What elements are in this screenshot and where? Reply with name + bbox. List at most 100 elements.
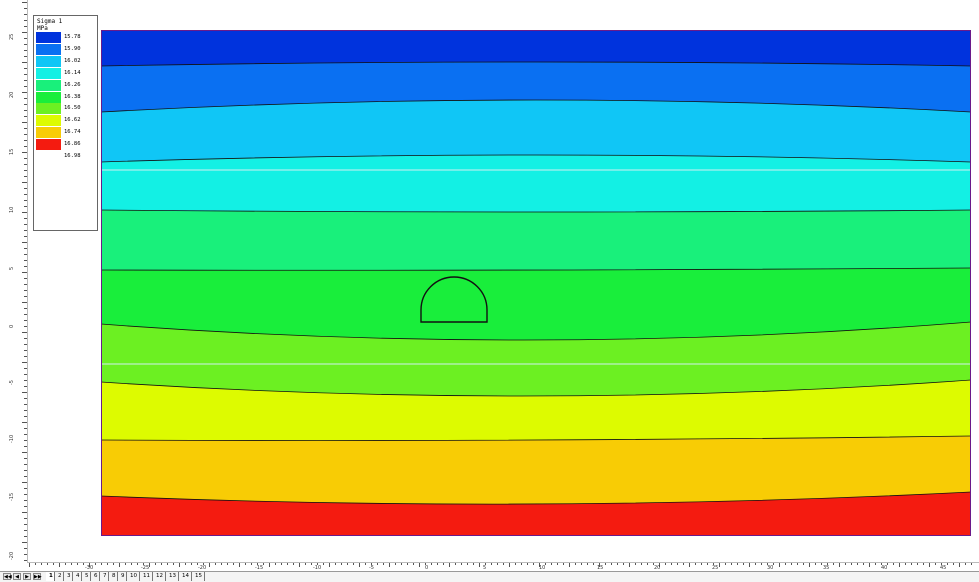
x-tick-label: 35 — [823, 565, 830, 571]
ruler-tick — [737, 563, 738, 565]
ruler-tick — [119, 563, 120, 567]
ruler-tick — [24, 536, 27, 537]
next-stage-button[interactable]: ▶ — [23, 573, 31, 580]
ruler-tick — [22, 182, 27, 183]
stage-tab-bar: ◀◀ ◀ ▶ ▶▶ 1 2 3 4 5 6 7 8 9 10 11 12 13 14 15 — [0, 571, 979, 582]
ruler-tick — [77, 563, 78, 565]
ruler-tick — [365, 563, 366, 565]
legend-unit: MPa — [37, 25, 48, 32]
ruler-tick — [437, 563, 438, 565]
ruler-tick — [611, 563, 612, 565]
ruler-tick — [24, 368, 27, 369]
ruler-tick — [635, 563, 636, 565]
tab-stage-2[interactable]: 2 — [55, 572, 64, 581]
ruler-tick — [24, 116, 27, 117]
ruler-tick — [557, 563, 558, 565]
tab-stage-13[interactable]: 13 — [166, 572, 179, 581]
ruler-tick — [539, 563, 540, 567]
ruler-tick — [22, 512, 27, 513]
ruler-tick — [24, 374, 27, 375]
ruler-tick — [24, 290, 27, 291]
ruler-tick — [24, 416, 27, 417]
ruler-tick — [665, 563, 666, 565]
ruler-tick — [24, 296, 27, 297]
ruler-tick — [24, 44, 27, 45]
legend-value: 16.02 — [64, 57, 81, 64]
ruler-tick — [24, 434, 27, 435]
ruler-tick — [95, 563, 96, 565]
ruler-tick — [24, 80, 27, 81]
excavation-boundary[interactable] — [420, 276, 488, 323]
ruler-tick — [893, 563, 894, 565]
contour-legend[interactable]: Sigma 1 MPa 15.78 15.90 16.02 16.14 16.26 16.… — [33, 15, 98, 231]
ruler-tick — [785, 563, 786, 565]
legend-swatch — [36, 55, 61, 67]
ruler-tick — [509, 563, 510, 567]
ruler-tick — [797, 563, 798, 565]
ruler-tick — [24, 188, 27, 189]
tab-stage-1[interactable]: 1 — [46, 572, 55, 581]
tab-stage-6[interactable]: 6 — [91, 572, 100, 581]
ruler-tick — [53, 563, 54, 565]
ruler-tick — [22, 92, 27, 93]
ruler-tick — [221, 563, 222, 565]
ruler-tick — [395, 563, 396, 565]
ruler-tick — [569, 563, 570, 567]
contour-band — [101, 155, 971, 212]
ruler-tick — [22, 62, 27, 63]
ruler-tick — [773, 563, 774, 565]
ruler-tick — [839, 563, 840, 567]
legend-title: Sigma 1 MPa — [37, 18, 62, 32]
legend-swatch — [36, 139, 61, 151]
ruler-tick — [24, 74, 27, 75]
tab-stage-10[interactable]: 10 — [127, 572, 140, 581]
tab-stage-3[interactable]: 3 — [64, 572, 73, 581]
last-stage-button[interactable]: ▶▶ — [33, 573, 42, 580]
previous-stage-button[interactable]: ◀ — [13, 573, 21, 580]
first-stage-button[interactable]: ◀◀ — [3, 573, 12, 580]
ruler-tick — [22, 482, 27, 483]
ruler-tick — [173, 563, 174, 565]
ruler-tick — [24, 386, 27, 387]
legend-value: 16.26 — [64, 81, 81, 88]
ruler-tick — [299, 563, 300, 567]
tab-stage-14[interactable]: 14 — [179, 572, 192, 581]
ruler-tick — [965, 563, 966, 565]
ruler-tick — [24, 236, 27, 237]
ruler-tick — [809, 563, 810, 567]
ruler-tick — [24, 524, 27, 525]
legend-value: 16.98 — [64, 153, 81, 159]
ruler-tick — [24, 476, 27, 477]
ruler-tick — [24, 428, 27, 429]
ruler-tick — [24, 458, 27, 459]
ruler-tick — [22, 422, 27, 423]
ruler-tick — [24, 308, 27, 309]
y-tick-label: 25 — [9, 33, 15, 40]
ruler-tick — [203, 563, 204, 565]
contour-line — [101, 154, 971, 163]
tab-stage-12[interactable]: 12 — [153, 572, 166, 581]
contour-band — [101, 436, 971, 505]
contour-line — [101, 209, 971, 213]
tab-stage-11[interactable]: 11 — [140, 572, 153, 581]
ruler-tick — [923, 563, 924, 565]
tab-stage-8[interactable]: 8 — [109, 572, 118, 581]
ruler-tick — [83, 563, 84, 565]
ruler-tick — [605, 563, 606, 565]
ruler-tick — [515, 563, 516, 565]
ruler-tick — [24, 440, 27, 441]
ruler-tick — [623, 563, 624, 565]
tab-stage-7[interactable]: 7 — [100, 572, 109, 581]
ruler-tick — [941, 563, 942, 565]
contour-band — [101, 30, 971, 66]
ruler-tick — [131, 563, 132, 565]
tab-stage-15[interactable]: 15 — [192, 572, 205, 581]
tab-stage-9[interactable]: 9 — [118, 572, 127, 581]
tab-stage-5[interactable]: 5 — [82, 572, 91, 581]
ruler-tick — [24, 470, 27, 471]
ruler-tick — [533, 563, 534, 565]
ruler-tick — [419, 563, 420, 567]
ruler-tick — [449, 563, 450, 567]
tab-stage-4[interactable]: 4 — [73, 572, 82, 581]
ruler-tick — [743, 563, 744, 565]
